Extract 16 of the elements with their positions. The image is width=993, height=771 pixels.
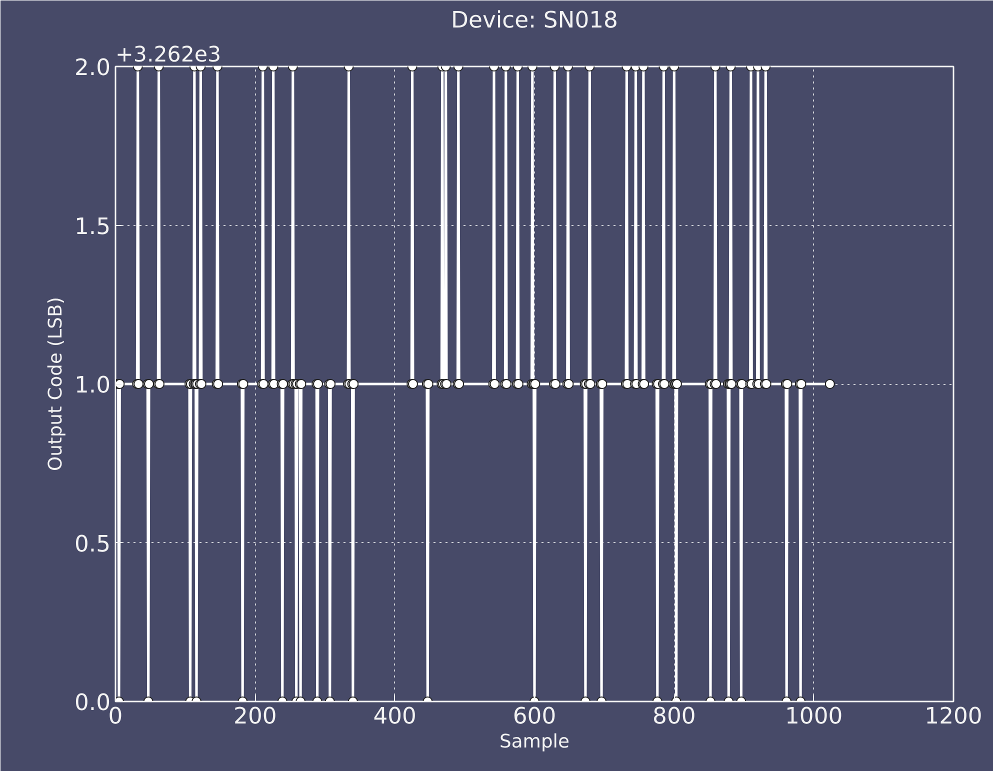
y-tick-label: 1.5: [74, 214, 110, 240]
y-tick-label: 1.0: [74, 372, 110, 398]
x-tick-label: 600: [512, 704, 556, 730]
y-tick-label: 0.5: [74, 531, 110, 558]
x-tick-label: 1000: [785, 704, 843, 730]
x-tick-label: 800: [652, 704, 696, 730]
y-tick-label: 2.0: [74, 55, 110, 81]
chart-title: Device: SN018: [451, 8, 618, 34]
annotation: +3.262e3: [116, 42, 222, 68]
x-tick-label: 200: [234, 704, 277, 730]
x-tick-label: 0: [108, 704, 123, 730]
x-tick-label: 1200: [924, 704, 982, 730]
y-axis-title: Output Code (LSB): [45, 296, 66, 472]
x-tick-label: 400: [373, 704, 416, 730]
x-axis-title: Sample: [500, 732, 570, 752]
y-tick-label: 0.0: [74, 690, 110, 716]
